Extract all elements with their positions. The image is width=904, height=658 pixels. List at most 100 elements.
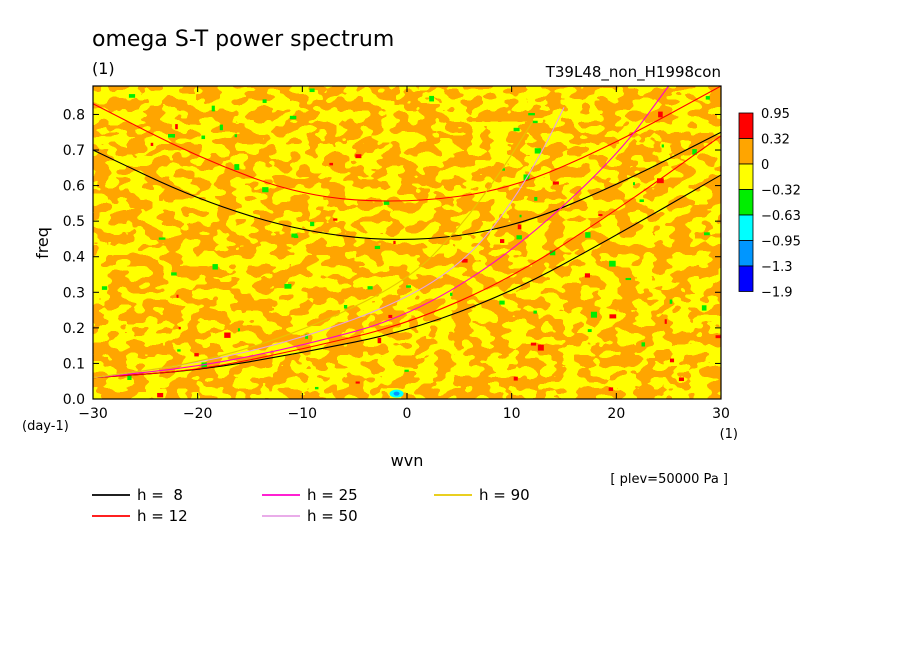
heatmap-speck (178, 326, 181, 330)
colorbar-label: −1.9 (761, 286, 793, 301)
colorbar: 0.95 0.32 0 −0.32 −0.63 −0.95 −1.3 −1.9 (738, 107, 801, 301)
experiment-label: T39L48_non_H1998con (545, 63, 721, 82)
heatmap-speck (584, 273, 591, 278)
y-tick-label: 0.8 (63, 107, 85, 123)
x-tick-label: 20 (607, 406, 625, 422)
heatmap-speck (291, 233, 298, 238)
heatmap-speck (224, 332, 231, 338)
heatmap-speck (171, 272, 177, 276)
heatmap-speck (704, 232, 710, 236)
heatmap-speck (333, 218, 338, 221)
heatmap-speck (393, 240, 396, 245)
heatmap-specks (101, 88, 721, 398)
colorbar-swatch (738, 163, 754, 190)
heatmap-speck (211, 105, 215, 112)
units-label: (1) (92, 59, 115, 78)
x-axis-units: (1) (720, 427, 738, 442)
heatmap-speck (701, 305, 707, 311)
heatmap-speck (609, 260, 616, 267)
heatmap-speck (534, 148, 541, 154)
heatmap-speck (289, 115, 297, 120)
heatmap-speck (632, 182, 636, 186)
heatmap-speck (678, 377, 684, 382)
heatmap-speck (383, 200, 390, 205)
heatmap-speck (641, 342, 646, 347)
heatmap-speck (158, 237, 166, 240)
x-axis-label: wvn (391, 451, 424, 470)
heatmap-speck (590, 311, 598, 318)
heatmap-speck (608, 387, 614, 391)
colorbar-label: −0.63 (761, 209, 801, 224)
x-tick-label: −20 (183, 406, 213, 422)
heatmap-speck (585, 232, 591, 238)
dispersion-curve (93, 121, 534, 379)
dispersion-curve (93, 86, 670, 379)
colorbar-label: 0.32 (761, 133, 790, 148)
heatmap-speck (388, 314, 393, 319)
heatmap-speck (429, 95, 435, 102)
heatmap-speck (664, 319, 667, 324)
pressure-level-note: [ plev=50000 Pa ] (610, 472, 728, 487)
heatmap-speck (534, 196, 538, 201)
heatmap-speck (715, 335, 721, 339)
y-tick-label: 0.1 (63, 356, 85, 372)
heatmap-speck (502, 168, 505, 171)
heatmap-speck (669, 358, 675, 363)
heatmap-speck (168, 133, 175, 138)
chart-title: omega S-T power spectrum (92, 27, 394, 52)
heatmap-speck (128, 94, 136, 98)
heatmap-speck (598, 214, 603, 217)
colorbar-swatch (738, 138, 754, 165)
heatmap-speck (262, 187, 269, 193)
heatmap-speck (639, 199, 644, 202)
dispersion-curve (93, 131, 721, 240)
heatmap-speck (393, 391, 400, 396)
heatmap-speck (374, 245, 381, 250)
dispersion-legend: h = 8 h = 12 h = 25 h = 50 h = 90 (92, 486, 530, 525)
colorbar-label: −0.32 (761, 184, 801, 199)
heatmap-speck (499, 300, 505, 305)
y-tick-label: 0.4 (63, 250, 85, 266)
x-axis: −30 −20 −10 0 10 20 30 (78, 86, 730, 422)
colorbar-label: −0.95 (761, 235, 801, 250)
heatmap-speck (237, 328, 240, 332)
heatmap-speck (175, 124, 178, 130)
x-tick-label: −30 (78, 406, 108, 422)
y-axis-units: (day-1) (22, 419, 69, 434)
legend-label: h = 8 (137, 486, 183, 504)
heatmap-speck (530, 342, 537, 346)
heatmap-speck (367, 286, 373, 290)
heatmap-speck (284, 283, 292, 289)
heatmap-speck (625, 277, 632, 281)
heatmap-speck (305, 334, 309, 339)
heatmap-speck (517, 224, 522, 230)
heatmap-speck (177, 349, 181, 352)
colorbar-swatch (738, 112, 754, 139)
x-tick-label: −10 (288, 406, 318, 422)
heatmap-speck (532, 120, 538, 124)
heatmap-speck (533, 310, 537, 314)
heatmap-noise (93, 86, 721, 399)
heatmap-speck (212, 264, 218, 270)
heatmap-speck (157, 392, 164, 398)
heatmap-speck (329, 162, 334, 166)
dispersion-curve (93, 135, 721, 379)
legend-label: h = 90 (479, 486, 530, 504)
heatmap-speck (150, 142, 154, 146)
colorbar-swatch (738, 265, 754, 292)
colorbar-label: 0.95 (761, 107, 790, 122)
legend-label: h = 12 (137, 507, 188, 525)
legend-label: h = 50 (307, 507, 358, 525)
y-tick-label: 0.0 (63, 392, 85, 408)
colorbar-swatch (738, 189, 754, 216)
heatmap-speck (355, 154, 362, 159)
y-tick-label: 0.6 (63, 179, 85, 195)
heatmap-speck (513, 127, 520, 132)
dispersion-curves (93, 86, 721, 379)
heatmap-speck (661, 144, 664, 148)
heatmap-speck (101, 286, 108, 290)
dispersion-curve (93, 86, 721, 202)
heatmap-speck (127, 375, 132, 380)
x-tick-label: 10 (503, 406, 521, 422)
